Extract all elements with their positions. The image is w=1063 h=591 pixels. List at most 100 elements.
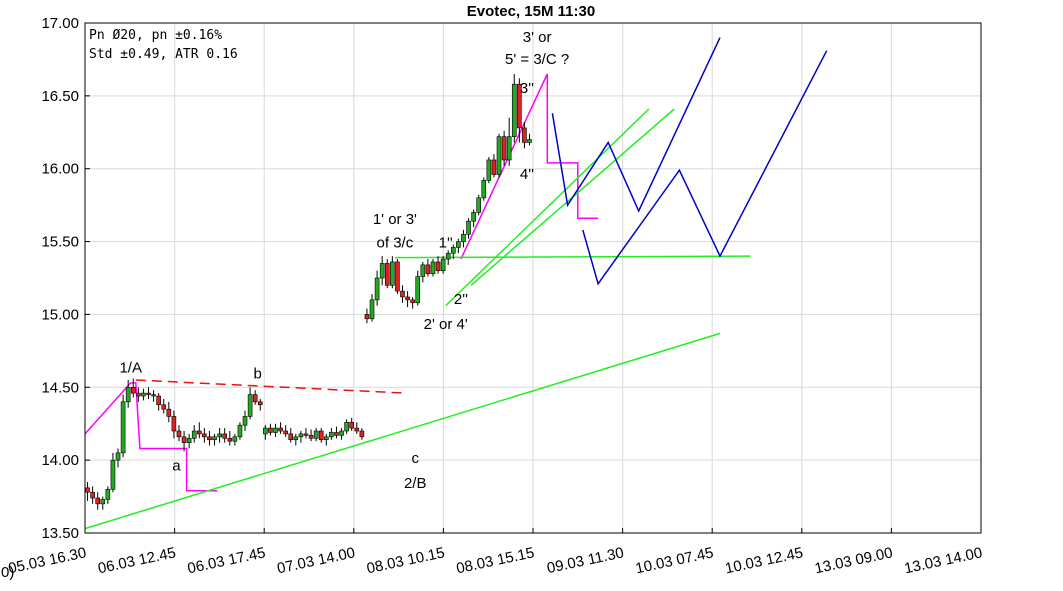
candle-body	[141, 392, 146, 397]
candle-body	[298, 433, 304, 438]
candle-body	[85, 487, 90, 493]
candle-body	[415, 276, 421, 304]
candle-body	[517, 83, 522, 129]
candle-body	[506, 136, 512, 161]
candle-body	[501, 136, 507, 161]
candle-body	[511, 83, 517, 137]
candle-body	[115, 452, 121, 461]
y-tick-label: 15.00	[41, 306, 79, 323]
candle-body	[395, 261, 400, 292]
candle-body	[136, 392, 141, 397]
candle-body	[496, 136, 502, 175]
candle-body	[466, 220, 471, 235]
candle-body	[181, 436, 187, 443]
candle-body	[202, 433, 207, 438]
chart-candles	[85, 74, 532, 510]
candle-body	[186, 437, 192, 443]
y-tick-label: 14.00	[41, 452, 79, 469]
x-tick-label: 13.03 14.00	[903, 544, 984, 577]
candle-body	[486, 159, 492, 181]
y-tick-label: 14.50	[41, 379, 79, 396]
candle-body	[374, 277, 380, 301]
x-tick-label: 10.03 07.45	[634, 544, 715, 577]
candle-body	[425, 264, 431, 274]
candle-body	[171, 416, 177, 432]
candle-body	[359, 430, 365, 438]
candle-body	[273, 427, 278, 433]
candle-body	[379, 263, 385, 279]
candle-body	[323, 436, 329, 441]
projection-line	[551, 37, 721, 213]
candle-body	[130, 386, 136, 394]
candle-body	[329, 432, 334, 438]
candle-body	[222, 433, 227, 439]
x-tick-label: 06.03 12.45	[96, 544, 177, 577]
candle-body	[445, 252, 451, 260]
chart-annotations: 1/A a b c 2/B 1' or 3' of 3/c 1'' 2'' 2' or 4' 3' …	[119, 29, 569, 492]
x-tick-label: 07.03 14.00	[276, 544, 357, 577]
candle-body	[390, 261, 395, 286]
trend-line	[84, 332, 721, 530]
impulse-line	[84, 382, 218, 492]
candle-body	[384, 263, 390, 286]
candle-body	[268, 427, 273, 433]
candle-body	[156, 395, 161, 406]
chart-lines	[84, 37, 828, 530]
x-tick-label: 09.03 11.30	[545, 544, 625, 577]
candle-body	[339, 430, 344, 436]
info-line-std: Std ±0.49, ATR 0.16	[89, 47, 238, 62]
candle-body	[293, 436, 299, 441]
wave-label: 1''	[439, 234, 453, 251]
projection-line	[582, 50, 828, 286]
x-tick-label: 06.03 17.45	[186, 544, 267, 577]
candle-body	[456, 241, 461, 248]
candle-body	[176, 430, 182, 438]
candle-body	[354, 427, 360, 432]
candle-body	[242, 416, 248, 426]
y-tick-label: 17.00	[41, 15, 79, 32]
wave-label: 1/A	[119, 360, 142, 377]
x-tick-prefix: 0)	[1, 564, 14, 581]
wave-label: 2''	[454, 291, 468, 308]
candle-body	[440, 258, 446, 272]
candle-body	[232, 436, 238, 442]
candle-body	[237, 424, 243, 438]
candle-body	[313, 430, 319, 439]
wave-label: 5' = 3/C ?	[505, 51, 569, 68]
candle-body	[476, 197, 482, 213]
chart-title: Evotec, 15M 11:30	[467, 3, 595, 20]
x-tick-label: 13.03 09.00	[813, 544, 894, 577]
candle-body	[318, 430, 324, 441]
candle-body	[90, 491, 95, 499]
candle-body	[369, 299, 375, 320]
candle-body	[461, 233, 466, 242]
candle-body	[283, 430, 288, 435]
candle-body	[522, 127, 527, 143]
candle-body	[125, 386, 131, 403]
candle-body	[471, 212, 476, 222]
candle-body	[278, 427, 283, 432]
candle-body	[207, 436, 212, 441]
candle-body	[95, 497, 100, 505]
chart-grid	[84, 22, 982, 534]
candle-body	[120, 401, 126, 454]
candle-body	[420, 264, 426, 277]
resistance-line	[135, 379, 406, 394]
candle-body	[303, 433, 309, 436]
candle-body	[430, 261, 436, 274]
y-tick-label: 13.50	[41, 525, 79, 542]
candle-body	[481, 180, 487, 199]
y-axis: 13.50 14.00 14.50 15.00 15.50 16.00 16.50 17.00	[41, 15, 90, 542]
y-tick-label: 16.00	[41, 161, 79, 178]
wave-label: of 3/c	[377, 234, 414, 251]
candle-body	[191, 430, 197, 439]
candle-body	[263, 427, 268, 435]
candle-body	[410, 299, 415, 304]
x-tick-label: 05.03 16.30	[7, 544, 88, 577]
candle-body	[527, 139, 532, 143]
wave-label: 3''	[520, 80, 534, 97]
x-tick-label: 08.03 15.15	[455, 544, 536, 577]
wave-label: a	[172, 457, 181, 474]
candle-body	[308, 435, 314, 439]
